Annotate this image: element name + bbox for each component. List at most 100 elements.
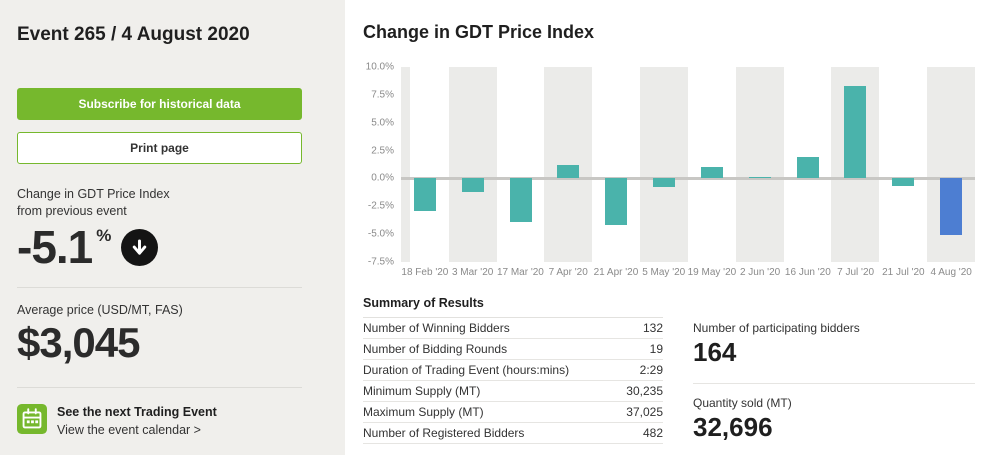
main-content: Change in GDT Price Index 10.0% 7.5% 5.0% 2… bbox=[345, 0, 1000, 455]
print-page-button[interactable]: Print page bbox=[17, 132, 302, 164]
x-axis-label: 7 Jul '20 bbox=[837, 267, 875, 278]
chart-column bbox=[927, 67, 975, 262]
table-row-value: 2:29 bbox=[639, 363, 663, 377]
average-price-value: $3,045 bbox=[17, 319, 140, 366]
chart-bar bbox=[461, 178, 484, 192]
chart-column bbox=[544, 67, 593, 262]
chart-x-axis: 18 Feb '20 3 Mar '20 17 Mar '20 7 Apr '20 21… bbox=[401, 267, 975, 278]
chart-column bbox=[640, 67, 688, 262]
change-index-label: Change in GDT Price Index from previous … bbox=[17, 186, 302, 220]
calendar-icon bbox=[17, 404, 47, 435]
summary-heading: Summary of Results bbox=[363, 296, 663, 318]
zero-line bbox=[401, 177, 975, 181]
x-axis-label: 7 Apr '20 bbox=[548, 267, 588, 278]
participating-bidders-stat: Number of participating bidders 164 bbox=[693, 321, 975, 367]
y-axis-tick-label: 7.5% bbox=[371, 89, 394, 101]
next-event-block: See the next Trading Event View the even… bbox=[17, 404, 302, 439]
chart-column bbox=[735, 67, 784, 262]
summary-section: Summary of Results Number of Winning Bid… bbox=[363, 296, 975, 444]
table-row-value: 37,025 bbox=[626, 405, 663, 419]
change-index-value-row: -5.1 % bbox=[17, 224, 302, 270]
chart-column bbox=[401, 67, 449, 262]
participating-bidders-label: Number of participating bidders bbox=[693, 321, 860, 335]
x-axis-label: 3 Mar '20 bbox=[451, 267, 494, 278]
chart-bar bbox=[605, 178, 628, 226]
event-calendar-link[interactable]: View the event calendar > bbox=[57, 423, 201, 438]
chart-column bbox=[784, 67, 832, 262]
page-title: Event 265 / 4 August 2020 bbox=[17, 24, 250, 45]
change-index-label-line2: from previous event bbox=[17, 204, 127, 218]
x-axis-label: 4 Aug '20 bbox=[930, 267, 972, 278]
table-row-label: Number of Registered Bidders bbox=[363, 426, 525, 440]
change-index-label-line1: Change in GDT Price Index bbox=[17, 187, 170, 201]
y-axis-tick-label: 5.0% bbox=[371, 117, 394, 129]
chart-y-axis: 10.0% 7.5% 5.0% 2.5% 0.0% -2.5% -5.0% -7.5% bbox=[363, 62, 401, 268]
x-axis-label: 5 May '20 bbox=[642, 267, 686, 278]
table-row-label: Number of Bidding Rounds bbox=[363, 342, 508, 356]
chart-column bbox=[497, 67, 545, 262]
chart-column bbox=[448, 67, 497, 262]
table-row-value: 30,235 bbox=[626, 384, 663, 398]
x-axis-label: 21 Jul '20 bbox=[882, 267, 925, 278]
change-index-value: -5.1 bbox=[17, 221, 93, 273]
y-axis-tick-label: -2.5% bbox=[367, 200, 394, 212]
sidebar: Event 265 / 4 August 2020 Subscribe for … bbox=[0, 0, 345, 455]
x-axis-label: 18 Feb '20 bbox=[401, 267, 449, 278]
table-row-label: Maximum Supply (MT) bbox=[363, 405, 484, 419]
table-row-label: Duration of Trading Event (hours:mins) bbox=[363, 363, 570, 377]
chart-title: Change in GDT Price Index bbox=[363, 22, 595, 42]
table-row: Duration of Trading Event (hours:mins) 2:… bbox=[363, 360, 663, 381]
y-axis-tick-label: 2.5% bbox=[371, 145, 394, 157]
x-axis-label: 21 Apr '20 bbox=[593, 267, 639, 278]
y-axis-tick-label: 10.0% bbox=[365, 61, 394, 73]
x-axis-label: 17 Mar '20 bbox=[496, 267, 544, 278]
average-price-label: Average price (USD/MT, FAS) bbox=[17, 303, 183, 317]
summary-stats: Number of participating bidders 164 Quan… bbox=[693, 296, 975, 444]
gdt-price-index-chart: 10.0% 7.5% 5.0% 2.5% 0.0% -2.5% -5.0% -7.5% 18 … bbox=[363, 62, 975, 278]
x-axis-label: 16 Jun '20 bbox=[784, 267, 831, 278]
chart-column bbox=[879, 67, 927, 262]
table-row: Number of Bidding Rounds 19 bbox=[363, 339, 663, 360]
subscribe-button[interactable]: Subscribe for historical data bbox=[17, 88, 302, 120]
participating-bidders-value: 164 bbox=[693, 337, 737, 367]
arrow-down-icon bbox=[121, 228, 159, 266]
table-row-value: 19 bbox=[649, 342, 663, 356]
chart-bar bbox=[796, 157, 819, 179]
next-event-text: See the next Trading Event View the even… bbox=[57, 404, 217, 439]
chart-bar bbox=[700, 167, 723, 179]
y-axis-tick-label: 0.0% bbox=[371, 172, 394, 184]
chart-bar bbox=[413, 178, 436, 211]
chart-plot bbox=[401, 67, 975, 262]
summary-rows: Number of Winning Bidders 132 Number of Bi… bbox=[363, 318, 663, 444]
quantity-sold-stat: Quantity sold (MT) 32,696 bbox=[693, 382, 975, 442]
table-row-value: 482 bbox=[642, 426, 663, 440]
y-axis-tick-label: -7.5% bbox=[367, 256, 394, 268]
table-row: Minimum Supply (MT) 30,235 bbox=[363, 381, 663, 402]
chart-bar bbox=[748, 177, 771, 179]
chart-bar bbox=[557, 165, 580, 179]
chart-bar bbox=[653, 178, 676, 188]
chart-plot-area: 18 Feb '20 3 Mar '20 17 Mar '20 7 Apr '20 21… bbox=[401, 67, 975, 278]
quantity-sold-label: Quantity sold (MT) bbox=[693, 395, 792, 410]
table-row-value: 132 bbox=[642, 321, 663, 335]
y-axis-tick-label: -5.0% bbox=[367, 228, 394, 240]
x-axis-label: 19 May '20 bbox=[687, 267, 737, 278]
next-event-title: See the next Trading Event bbox=[57, 405, 217, 420]
table-row: Maximum Supply (MT) 37,025 bbox=[363, 402, 663, 423]
quantity-sold-value: 32,696 bbox=[693, 411, 773, 442]
chart-bar bbox=[892, 178, 915, 187]
chart-bar bbox=[844, 85, 867, 179]
table-row-label: Minimum Supply (MT) bbox=[363, 384, 481, 398]
chart-column bbox=[688, 67, 736, 262]
table-row: Number of Registered Bidders 482 bbox=[363, 423, 663, 444]
sidebar-divider bbox=[17, 287, 302, 288]
summary-table: Summary of Results Number of Winning Bid… bbox=[363, 296, 663, 444]
chart-column bbox=[592, 67, 640, 262]
table-row-label: Number of Winning Bidders bbox=[363, 321, 510, 335]
chart-column bbox=[831, 67, 880, 262]
chart-bar bbox=[509, 178, 532, 222]
sidebar-divider bbox=[17, 387, 302, 389]
x-axis-label: 2 Jun '20 bbox=[739, 267, 781, 278]
change-index-unit: % bbox=[96, 226, 112, 245]
